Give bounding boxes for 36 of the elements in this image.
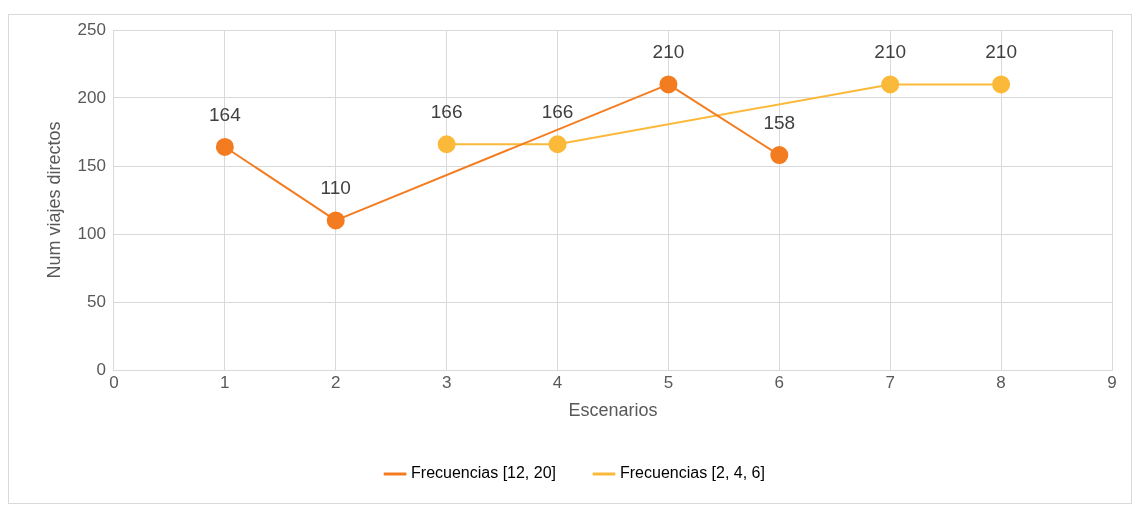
data-label: 210	[874, 41, 907, 63]
y-tick-label: 250	[77, 19, 106, 39]
y-tick-label: 100	[77, 223, 106, 243]
x-tick-label: 7	[885, 372, 895, 392]
x-tick-label: 6	[774, 372, 785, 392]
x-tick-label: 3	[441, 372, 452, 392]
x-tick-label: 0	[109, 372, 119, 392]
data-label: 210	[985, 41, 1017, 63]
x-tick-label: 1	[220, 372, 230, 392]
data-label: 166	[430, 100, 463, 122]
data-label: 210	[652, 41, 685, 63]
data-label: 158	[763, 111, 796, 133]
y-tick-label: 150	[77, 155, 106, 175]
x-tick-label: 8	[996, 372, 1006, 392]
legend-label: Frecuencias [2, 4, 6]	[620, 464, 765, 482]
legend-label: Frecuencias [12, 20]	[411, 464, 556, 482]
data-label: 164	[209, 103, 242, 125]
x-tick-label: 5	[663, 372, 674, 392]
point	[881, 75, 900, 94]
data-label: 110	[320, 177, 351, 199]
y-axis-title: Num viajes directos	[43, 121, 64, 279]
point	[215, 137, 234, 156]
x-tick-label: 4	[552, 372, 563, 392]
x-tick-label: 9	[1107, 372, 1117, 392]
x-axis-title: Escenarios	[568, 400, 658, 421]
y-tick-label: 200	[77, 87, 106, 107]
point	[326, 211, 345, 230]
y-tick-label: 50	[87, 291, 106, 311]
point	[548, 135, 567, 154]
point	[992, 75, 1011, 94]
y-tick-label: 0	[96, 359, 106, 379]
x-tick-label: 2	[331, 372, 341, 392]
data-label: 166	[541, 100, 574, 122]
point	[659, 75, 678, 94]
point	[437, 135, 456, 154]
point	[770, 146, 789, 165]
